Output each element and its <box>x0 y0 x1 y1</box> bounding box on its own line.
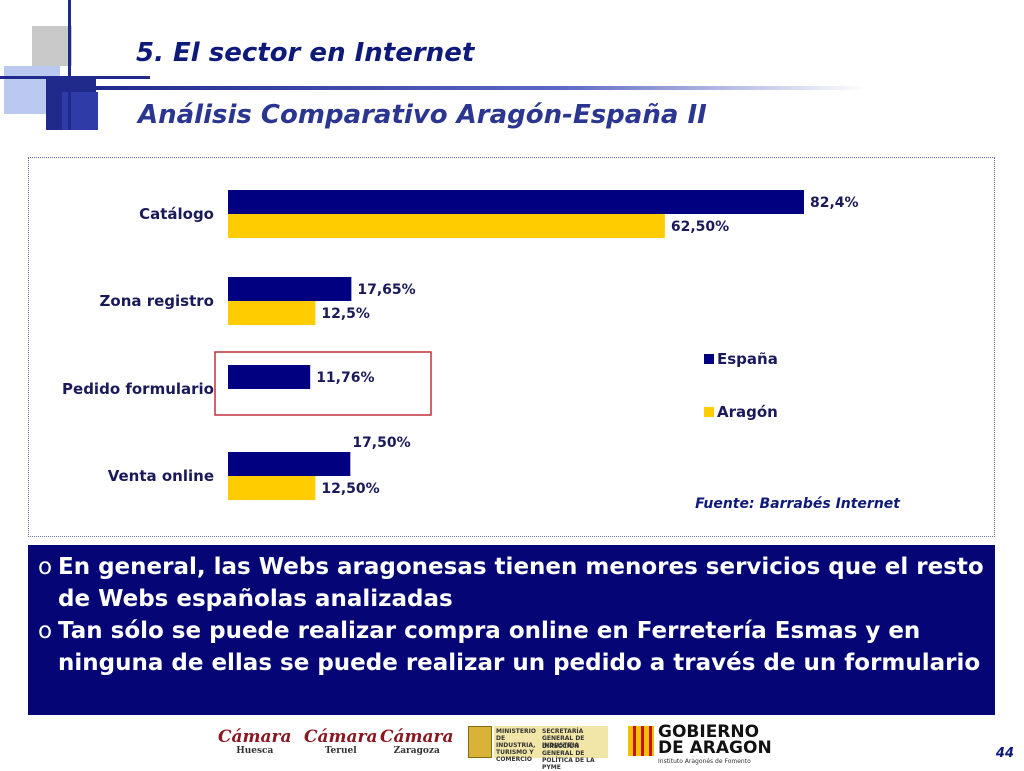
bar-espana <box>228 365 311 389</box>
bullet-icon: o <box>38 618 53 644</box>
legend-label: Aragón <box>717 403 778 421</box>
logo-ministerio: MINISTERIO DE INDUSTRIA, TURISMO Y COMER… <box>468 726 608 771</box>
page-subtitle: Análisis Comparativo Aragón-España II <box>138 100 707 130</box>
bar-chart: Catálogo 82,4% 62,50% Zona registro 17,65% 12… <box>62 190 901 512</box>
coat-of-arms-icon <box>468 726 492 758</box>
bullet-icon: o <box>38 554 53 580</box>
decor-square-grey <box>32 26 72 66</box>
data-label: 11,76% <box>316 370 374 386</box>
legend-swatch <box>704 354 714 364</box>
bar-espana <box>228 452 351 476</box>
bar-espana <box>228 190 804 214</box>
notes-panel: o En general, las Webs aragonesas tienen… <box>28 545 995 715</box>
bar-espana <box>228 277 352 301</box>
page-title: 5. El sector en Internet <box>136 38 475 68</box>
title-rule <box>96 86 866 90</box>
category-label: Zona registro <box>100 292 214 310</box>
page-number: 44 <box>995 746 1014 761</box>
bar-aragon <box>228 214 665 238</box>
data-label: 17,65% <box>357 282 415 298</box>
category-label: Venta online <box>108 467 214 485</box>
legend-label: España <box>717 350 778 368</box>
decor-vertical-line <box>68 0 71 130</box>
category-label: Pedido formulario <box>62 380 214 398</box>
logo-gobierno-aragon: GOBIERNO DE ARAGON Instituto Aragonés de… <box>628 724 778 765</box>
source-note: Fuente: Barrabés Internet <box>695 496 901 512</box>
note-item: o En general, las Webs aragonesas tienen… <box>38 551 985 615</box>
logo-camara-teruel: Cámara Teruel <box>304 727 378 756</box>
decor-horizontal-line <box>0 76 150 79</box>
data-label: 12,50% <box>321 481 379 497</box>
note-text: En general, las Webs aragonesas tienen m… <box>58 554 984 612</box>
note-item: o Tan sólo se puede realizar compra onli… <box>38 615 985 679</box>
category-label: Catálogo <box>139 205 214 223</box>
legend-swatch <box>704 407 714 417</box>
footer-logos: Cámara Huesca Cámara Teruel Cámara Zarag… <box>218 722 778 771</box>
data-label: 82,4% <box>810 195 859 211</box>
highlight-box <box>214 351 432 416</box>
bar-aragon <box>228 301 316 325</box>
logo-camara-huesca: Cámara Huesca <box>218 727 292 756</box>
bar-aragon <box>228 476 316 500</box>
data-label: 17,50% <box>352 435 410 451</box>
aragon-flag-icon <box>628 726 654 756</box>
data-label: 62,50% <box>671 219 729 235</box>
logo-camara-zaragoza: Cámara Zaragoza <box>380 727 454 756</box>
note-text: Tan sólo se puede realizar compra online… <box>58 618 981 676</box>
data-label: 12,5% <box>321 306 370 322</box>
chart-frame: Catálogo 82,4% 62,50% Zona registro 17,65% 12… <box>28 157 995 537</box>
